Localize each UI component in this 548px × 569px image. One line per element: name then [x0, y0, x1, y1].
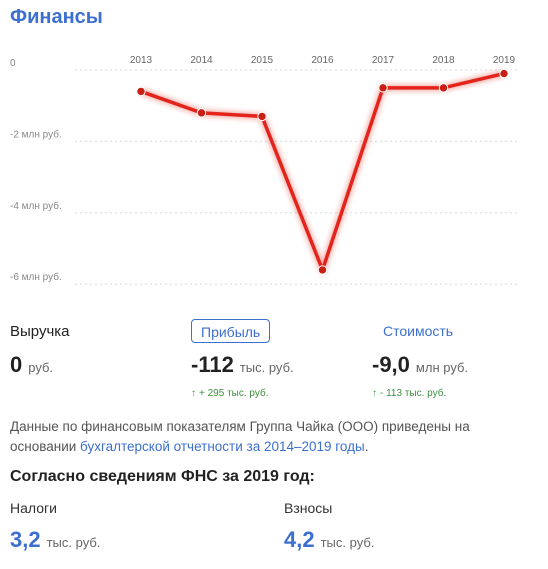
revenue-number: 0: [10, 352, 23, 377]
arrow-up-icon: ↑: [191, 388, 196, 399]
cost-delta-text: - 113 тыс. руб.: [380, 388, 447, 399]
cost-delta: ↑ - 113 тыс. руб.: [372, 388, 446, 399]
contributions-unit: тыс. руб.: [320, 535, 375, 550]
revenue-label: Выручка: [10, 323, 70, 340]
taxes-label: Налоги: [10, 500, 57, 516]
data-point[interactable]: [136, 86, 146, 97]
profit-value: -112 тыс. руб.: [191, 352, 294, 378]
x-tick-label: 2014: [190, 55, 213, 66]
note-text: Данные по финансовым показателям Группа …: [10, 419, 470, 454]
contributions-label: Взносы: [284, 500, 333, 516]
tab-cost[interactable]: Стоимость: [383, 323, 454, 339]
y-tick-label: -6 млн руб.: [10, 271, 62, 283]
data-point[interactable]: [378, 83, 388, 93]
revenue-unit: руб.: [28, 360, 54, 375]
data-point[interactable]: [257, 111, 267, 122]
y-tick-label: -2 млн руб.: [10, 128, 62, 140]
cost-value: -9,0 млн руб.: [372, 352, 468, 378]
arrow-up-icon: ↑: [372, 388, 377, 399]
y-tick-label: -4 млн руб.: [10, 200, 62, 212]
data-point[interactable]: [196, 108, 207, 118]
y-tick-label: 0: [10, 58, 16, 69]
series-line-glow: [139, 70, 505, 274]
taxes-value: 3,2 тыс. руб.: [10, 527, 100, 553]
financial-data-note: Данные по финансовым показателям Группа …: [10, 417, 510, 457]
data-point[interactable]: [317, 265, 328, 275]
tab-profit[interactable]: Прибыль: [191, 319, 271, 343]
taxes-unit: тыс. руб.: [46, 535, 101, 550]
profit-delta: ↑ + 295 тыс. руб.: [191, 388, 268, 399]
data-point[interactable]: [438, 83, 449, 93]
x-tick-label: 2013: [130, 55, 153, 66]
finance-line-chart: 0 -2 млн руб. -4 млн руб. -6 млн руб. 2013 20…: [10, 55, 520, 285]
profit-delta-text: + 295 тыс. руб.: [199, 388, 269, 399]
fns-heading: Согласно сведениям ФНС за 2019 год:: [10, 468, 315, 485]
x-tick-label: 2019: [493, 55, 516, 66]
x-tick-label: 2018: [432, 55, 455, 66]
data-point[interactable]: [499, 68, 509, 79]
x-tick-label: 2017: [372, 55, 395, 66]
accounting-reports-link[interactable]: бухгалтерской отчетности за 2014–2019 го…: [80, 439, 365, 454]
cost-unit: млн руб.: [415, 360, 469, 375]
x-tick-label: 2016: [311, 55, 334, 66]
taxes-number: 3,2: [10, 527, 41, 552]
cost-number: -9,0: [372, 352, 410, 377]
contributions-value: 4,2 тыс. руб.: [284, 527, 374, 553]
series-line: [139, 71, 506, 272]
revenue-value: 0 руб.: [10, 352, 53, 378]
x-tick-label: 2015: [251, 55, 274, 66]
section-title: Финансы: [10, 6, 103, 28]
contributions-number: 4,2: [284, 527, 315, 552]
profit-number: -112: [191, 352, 234, 377]
profit-unit: тыс. руб.: [239, 360, 294, 375]
note-text-end: .: [364, 439, 369, 454]
